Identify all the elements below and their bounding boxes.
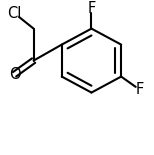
Text: Cl: Cl [7, 6, 22, 21]
Text: O: O [9, 67, 20, 82]
Text: F: F [87, 1, 96, 16]
Text: F: F [135, 82, 144, 97]
